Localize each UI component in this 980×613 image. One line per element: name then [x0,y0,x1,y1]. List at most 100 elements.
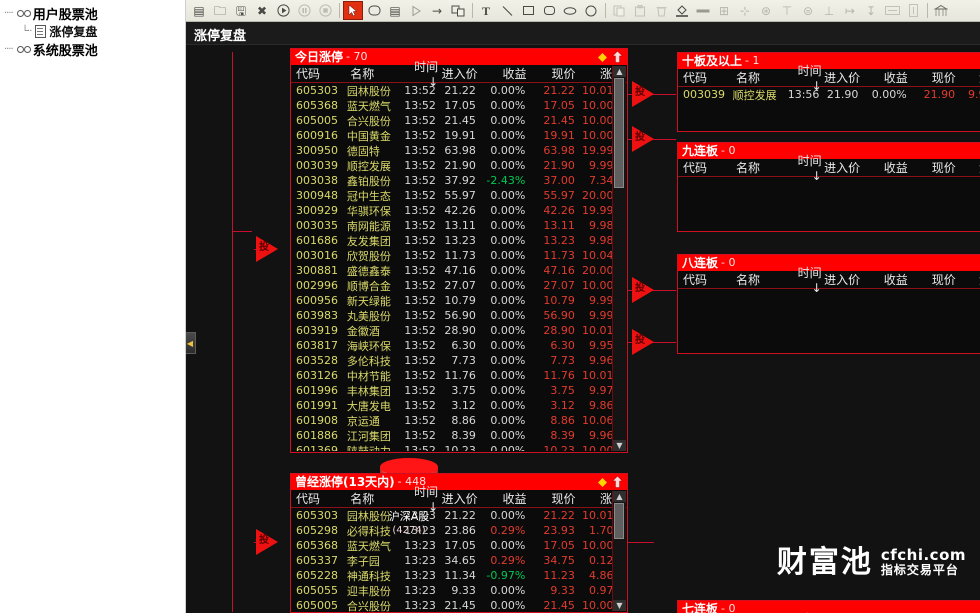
filter-marker-once[interactable]: 投 [256,529,280,555]
scroll-down-icon[interactable]: ▼ [613,440,626,451]
panel-once-limit-up[interactable]: 曾经涨停(13天内) - 448 代码 名称 时间↓ 进入价 收益 现价 涨幅 … [290,473,628,613]
table-row[interactable]: 600916 中国黄金 13:52 19.91 0.00% 19.91 10.00% [291,128,627,143]
scroll-up-icon[interactable]: ▲ [613,66,626,77]
fill-color-icon[interactable] [672,1,692,20]
table-row[interactable]: 605368 蓝天燃气 13:23 17.05 0.00% 17.05 10.00% [291,538,627,553]
watermark-tagline: 指标交易平台 [880,563,959,577]
table-row[interactable]: 605055 迎丰股份 13:23 9.33 0.00% 9.33 0.97% [291,583,627,598]
grid-icon[interactable] [931,1,951,20]
diamond-icon[interactable] [598,477,607,487]
sidebar-item-limit-up-review[interactable]: └·· 涨停复盘 [2,22,185,40]
cell-entry-price: 11.34 [444,569,476,582]
arrow-connector-icon[interactable]: → [431,3,443,18]
scroll-up-icon[interactable]: ▲ [613,491,626,502]
table-row[interactable]: 605303 园林股份 13:23 21.22 0.00% 21.22 10.01% [291,508,627,523]
table-node-icon[interactable]: ▤ [389,3,401,18]
column-header-code: 代码 [683,273,708,287]
line-tool-icon[interactable] [497,1,517,20]
cell-current-price: 10.23 [543,444,575,451]
table-row[interactable]: 601908 京运通 13:52 8.86 0.00% 8.86 10.06% [291,413,627,428]
tab-limit-up-review[interactable]: 涨停复盘 [194,29,247,44]
rounded-rect-icon[interactable] [364,1,384,20]
filter-marker-today[interactable]: 投 [256,236,280,262]
table-row[interactable]: 601991 大唐发电 13:52 3.12 0.00% 3.12 9.86% [291,398,627,413]
table-row[interactable]: 605228 神通科技 13:23 11.34 -0.97% 11.23 4.86% [291,568,627,583]
connector-seven-in [654,342,676,343]
line-width-icon[interactable] [693,1,713,20]
table-row[interactable]: 300881 盛德鑫泰 13:52 47.16 0.00% 47.16 20.00% [291,263,627,278]
table-row[interactable]: 601886 江河集团 13:52 8.39 0.00% 8.39 9.96% [291,428,627,443]
table-row[interactable]: 300950 德固特 13:52 63.98 0.00% 63.98 19.99% [291,143,627,158]
filter-marker-ten-plus[interactable]: 投 [632,81,656,107]
column-header-profit: 收益 [502,67,527,81]
filter-marker-seven[interactable]: 投 [632,329,656,355]
vertical-scrollbar[interactable]: ▲ ▼ [612,491,626,611]
save-icon[interactable]: 🖫 [235,3,247,18]
table-row[interactable]: 603528 多伦科技 13:52 7.73 0.00% 7.73 9.96% [291,353,627,368]
rounded-rectangle-tool-icon[interactable] [539,1,559,20]
up-arrow-icon[interactable] [612,476,623,488]
table-row[interactable]: 601686 友发集团 13:52 13.23 0.00% 13.23 9.98% [291,233,627,248]
panel-nine-consecutive-boards[interactable]: 九连板 - 0 代码 名称 时间↓ 进入价 收益 现价 涨幅 [677,142,980,232]
table-row[interactable]: 003016 欣贺股份 13:52 11.73 0.00% 11.73 10.04% [291,248,627,263]
circle-tool-icon[interactable] [581,1,601,20]
sidebar-item-user-stock-pool[interactable]: ···· 用户股票池 [2,4,185,23]
close-icon[interactable]: ✖ [256,3,268,18]
table-row[interactable]: 603983 丸美股份 13:52 56.90 0.00% 56.90 9.99% [291,308,627,323]
cell-profit: 0.00% [490,509,526,522]
column-header-change: 涨幅 [956,159,980,176]
up-arrow-icon[interactable] [612,51,623,63]
ellipse-tool-icon[interactable] [560,1,580,20]
table-row[interactable]: 601369 陕鼓动力 13:52 10.23 0.00% 10.23 10.00% [291,443,627,451]
panel-title-text: 七连板 [682,602,719,613]
select-pointer-icon[interactable] [343,1,363,20]
column-header-current-price: 现价 [931,161,956,175]
sidebar-item-system-stock-pool[interactable]: ···· 系统股票池 [2,40,185,59]
table-row[interactable]: 603919 金徽酒 13:52 28.90 0.00% 28.90 10.01% [291,323,627,338]
sidebar-collapse-handle[interactable]: ◀ [186,332,196,354]
table-row[interactable]: 300948 冠中生态 13:52 55.97 0.00% 55.97 20.00% [291,188,627,203]
cell-name: 李子园 [346,554,380,568]
panel-eight-consecutive-boards[interactable]: 八连板 - 0 代码 名称 时间↓ 进入价 收益 现价 涨幅 [677,254,980,354]
triangle-node-icon[interactable] [406,1,426,20]
paste-icon [630,1,650,20]
cell-change: 10.00% [582,444,624,451]
table-row[interactable]: 605337 李子园 13:23 34.65 0.29% 34.75 0.12% [291,553,627,568]
cell-entry-price: 21.45 [444,114,476,127]
filter-marker-nine[interactable]: 投 [632,126,656,152]
rectangle-tool-icon[interactable] [518,1,538,20]
table-row[interactable]: 003035 南网能源 13:52 13.11 0.00% 13.11 9.98% [291,218,627,233]
scrollbar-thumb[interactable] [614,78,624,188]
triangle-icon [256,529,278,555]
table-row[interactable]: 003039 顺控发展 13:52 21.90 0.00% 21.90 9.99% [291,158,627,173]
diamond-icon[interactable] [598,52,607,62]
table-row[interactable]: 003038 鑫铂股份 13:52 37.92 -2.43% 37.00 7.34% [291,173,627,188]
table-row[interactable]: 603126 中材节能 13:52 11.76 0.00% 11.76 10.01% [291,368,627,383]
panel-seven-consecutive-boards[interactable]: 七连板 - 0 代码 名称 时间↓ 进入价 收益 现价 涨幅 [677,600,980,613]
tree-guide-dots: ···· [4,43,14,55]
table-row[interactable]: 605005 合兴股份 13:52 21.45 0.00% 21.45 10.00% [291,113,627,128]
scroll-down-icon[interactable]: ▼ [613,600,626,611]
filter-marker-eight[interactable]: 投 [632,277,656,303]
table-row[interactable]: 605303 园林股份 13:52 21.22 0.00% 21.22 10.01% [291,83,627,98]
table-row[interactable]: 603817 海峡环保 13:52 6.30 0.00% 6.30 9.95% [291,338,627,353]
new-document-icon[interactable]: ▤ [193,3,205,18]
cell-entry-price: 34.65 [444,554,476,567]
scrollbar-thumb[interactable] [614,503,624,539]
table-row[interactable]: 605298 必得科技 13:23 23.86 0.29% 23.93 1.70% [291,523,627,538]
table-row[interactable]: 002996 顺博合金 13:52 27.07 0.00% 27.07 10.00% [291,278,627,293]
table-row[interactable]: 300929 华骐环保 13:52 42.26 0.00% 42.26 19.99% [291,203,627,218]
table-row[interactable]: 605368 蓝天燃气 13:52 17.05 0.00% 17.05 10.00% [291,98,627,113]
group-node-icon[interactable] [448,1,468,20]
table-row[interactable]: 601996 丰林集团 13:52 3.75 0.00% 3.75 9.97% [291,383,627,398]
table-row[interactable]: 003039 顺控发展 13:56 21.90 0.00% 21.90 9.99% [678,87,980,102]
run-icon[interactable] [273,1,293,20]
cell-name: 大唐发电 [346,399,391,413]
open-folder-icon[interactable]: 🗀 [213,3,226,18]
text-tool-icon[interactable]: T [481,3,490,18]
vertical-scrollbar[interactable]: ▲ ▼ [612,66,626,451]
panel-today-limit-up[interactable]: 今日涨停 - 70 代码 名称 时间↓ 进入价 收益 现价 涨幅 605303 园… [290,48,628,453]
panel-ten-boards-and-above[interactable]: 十板及以上 - 1 代码 名称 时间↓ 进入价 收益 现价 涨幅 003039 顺… [677,52,980,132]
table-row[interactable]: 605005 合兴股份 13:23 21.45 0.00% 21.45 10.00% [291,598,627,612]
table-row[interactable]: 600956 新天绿能 13:52 10.79 0.00% 10.79 9.99% [291,293,627,308]
